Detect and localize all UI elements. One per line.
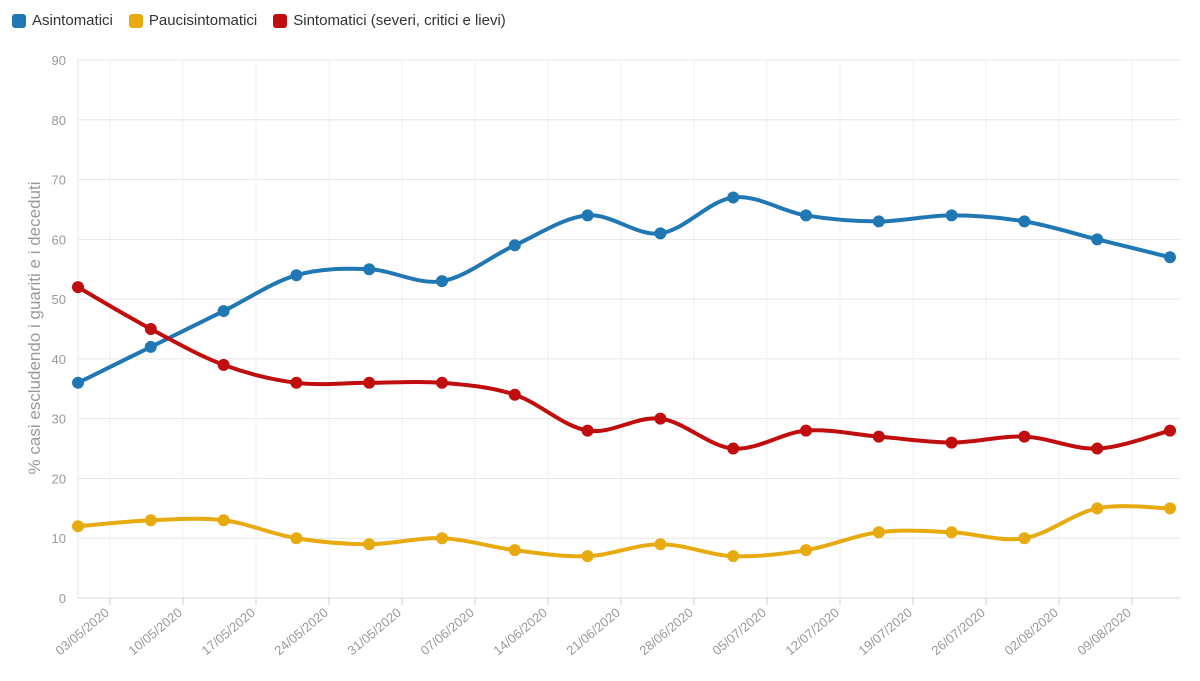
y-tick-label-10: 10 (52, 531, 66, 546)
data-point-sintomatici-9 (727, 442, 740, 455)
data-point-sintomatici-6 (508, 388, 521, 401)
data-point-sintomatici-12 (945, 436, 958, 449)
legend-item-sintomatici[interactable]: Sintomatici (severi, critici e lievi) (273, 12, 506, 29)
legend-item-asintomatici[interactable]: Asintomatici (12, 12, 113, 29)
x-tick-label-3: 24/05/2020 (271, 605, 330, 658)
legend-swatch-paucisintomatici (128, 13, 143, 28)
data-point-paucisintomatici-6 (508, 544, 521, 557)
data-point-paucisintomatici-4 (363, 538, 376, 551)
data-point-paucisintomatici-13 (1018, 532, 1031, 545)
data-point-paucisintomatici-5 (436, 532, 448, 545)
data-point-paucisintomatici-14 (1091, 502, 1104, 515)
data-point-sintomatici-2 (217, 358, 230, 371)
y-axis-ticks: 0 10 20 30 40 50 60 70 80 90 (52, 53, 66, 606)
data-point-asintomatici-6 (508, 239, 521, 252)
y-tick-label-0: 0 (59, 591, 66, 606)
data-point-sintomatici-13 (1018, 430, 1031, 443)
x-tick-label-9: 05/07/2020 (709, 605, 768, 658)
legend: Asintomatici Paucisintomatici Sintomatic… (12, 12, 506, 29)
data-point-sintomatici-8 (654, 412, 667, 425)
data-point-asintomatici-15 (1164, 251, 1176, 264)
y-tick-label-70: 70 (52, 173, 66, 188)
gridlines (77, 59, 1180, 599)
data-point-asintomatici-13 (1018, 215, 1031, 228)
data-point-sintomatici-3 (290, 376, 303, 389)
x-tick-label-10: 12/07/2020 (782, 605, 841, 658)
data-point-sintomatici-5 (436, 376, 448, 389)
series-line-paucisintomatici (76, 504, 1172, 559)
y-tick-label-60: 60 (52, 232, 66, 247)
data-point-paucisintomatici-3 (290, 532, 303, 545)
data-point-asintomatici-12 (945, 209, 958, 222)
legend-label-sintomatici: Sintomatici (severi, critici e lievi) (293, 12, 506, 29)
data-point-sintomatici-15 (1164, 424, 1176, 437)
x-tick-label-12: 26/07/2020 (928, 605, 987, 658)
data-point-paucisintomatici-15 (1164, 502, 1176, 515)
series-line-asintomatici (76, 195, 1172, 385)
legend-label-asintomatici: Asintomatici (32, 12, 113, 29)
data-point-asintomatici-0 (72, 376, 84, 389)
data-point-asintomatici-5 (436, 275, 448, 288)
data-point-asintomatici-11 (872, 215, 885, 228)
data-point-asintomatici-9 (727, 191, 740, 204)
data-point-asintomatici-2 (217, 305, 230, 318)
data-point-sintomatici-0 (72, 281, 84, 294)
x-tick-label-13: 02/08/2020 (1001, 605, 1060, 658)
legend-label-paucisintomatici: Paucisintomatici (148, 12, 258, 29)
data-point-paucisintomatici-0 (72, 520, 84, 533)
data-point-asintomatici-7 (581, 209, 594, 222)
x-axis-ticks: 03/05/2020 10/05/2020 17/05/2020 24/05/2020… (52, 598, 1134, 658)
data-point-asintomatici-8 (654, 227, 667, 240)
series-line-sintomatici (76, 285, 1172, 451)
series-points (72, 191, 1176, 563)
x-tick-label-8: 28/06/2020 (636, 605, 695, 658)
y-tick-label-50: 50 (52, 292, 66, 307)
x-tick-label-11: 19/07/2020 (855, 605, 914, 658)
x-tick-label-1: 10/05/2020 (125, 605, 184, 658)
legend-swatch-asintomatici (12, 13, 26, 28)
data-point-paucisintomatici-12 (945, 526, 958, 539)
x-tick-label-5: 07/06/2020 (417, 605, 476, 658)
data-point-sintomatici-1 (144, 323, 157, 335)
legend-swatch-sintomatici (273, 13, 288, 28)
data-point-paucisintomatici-8 (654, 538, 667, 551)
x-tick-label-2: 17/05/2020 (198, 605, 257, 658)
data-point-sintomatici-10 (800, 424, 812, 437)
y-tick-label-30: 30 (52, 412, 66, 427)
data-point-sintomatici-7 (581, 424, 594, 437)
data-point-paucisintomatici-1 (144, 514, 157, 527)
data-point-sintomatici-14 (1091, 442, 1104, 455)
data-point-sintomatici-11 (872, 430, 885, 443)
y-tick-label-40: 40 (52, 352, 66, 367)
data-point-paucisintomatici-2 (217, 514, 230, 527)
data-point-paucisintomatici-9 (727, 550, 740, 563)
y-tick-label-90: 90 (52, 53, 66, 68)
data-point-asintomatici-1 (144, 340, 157, 353)
x-tick-label-4: 31/05/2020 (344, 605, 403, 658)
series-lines (76, 195, 1172, 559)
x-tick-label-0: 03/05/2020 (52, 605, 111, 658)
x-tick-label-14: 09/08/2020 (1074, 605, 1133, 658)
data-point-paucisintomatici-7 (581, 550, 594, 563)
data-point-asintomatici-14 (1091, 233, 1104, 246)
y-tick-label-80: 80 (52, 113, 66, 128)
x-tick-label-6: 14/06/2020 (490, 605, 549, 658)
x-tick-label-7: 21/06/2020 (563, 605, 622, 658)
data-point-asintomatici-4 (363, 263, 376, 276)
data-point-paucisintomatici-11 (872, 526, 885, 539)
y-axis-label: % casi escludendo i guariti e i deceduti (25, 182, 44, 475)
data-point-asintomatici-3 (290, 269, 303, 282)
data-point-asintomatici-10 (800, 209, 812, 222)
data-point-sintomatici-4 (363, 376, 376, 389)
data-point-paucisintomatici-10 (800, 544, 812, 557)
y-tick-label-20: 20 (52, 471, 66, 486)
legend-item-paucisintomatici[interactable]: Paucisintomatici (128, 12, 258, 29)
